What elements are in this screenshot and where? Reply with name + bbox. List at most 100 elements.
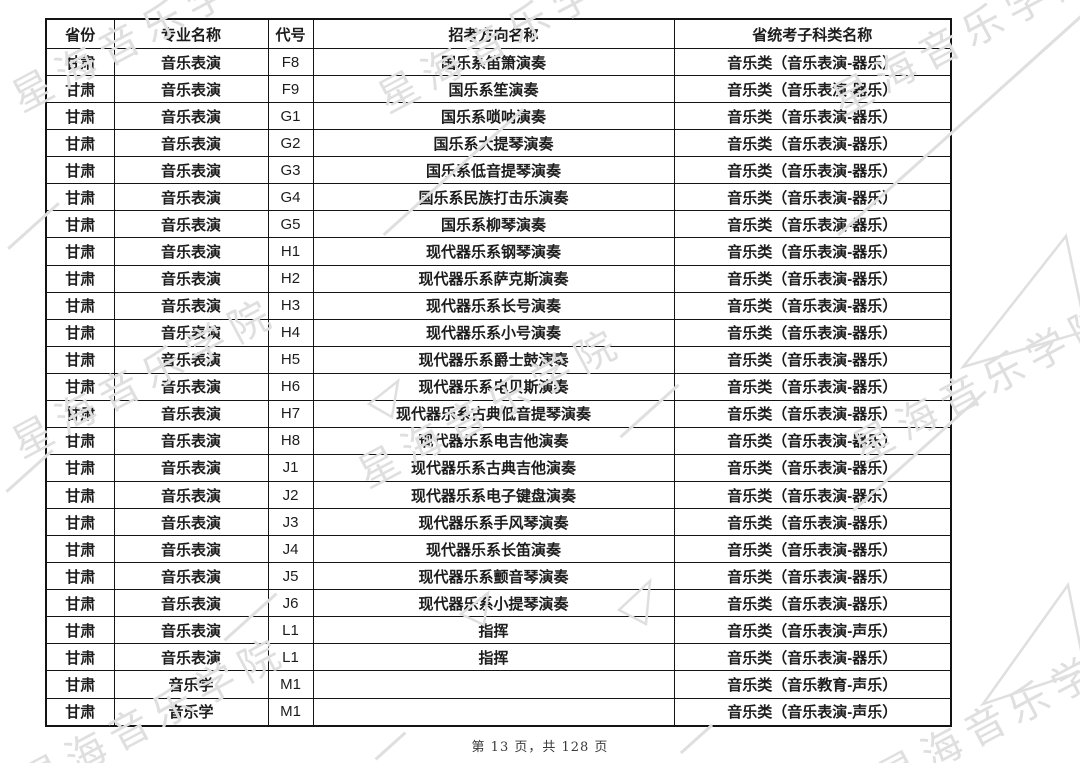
table-cell: 现代器乐系爵士鼓演奏 (312, 345, 675, 374)
table-cell: 音乐表演 (113, 616, 269, 645)
table-row: 甘肃 音乐表演 J2 现代器乐系电子键盘演奏 音乐类（音乐表演-器乐） (45, 480, 952, 510)
table-cell: 国乐系唢呐演奏 (312, 102, 675, 131)
table-cell: 甘肃 (45, 589, 115, 618)
table-cell: J5 (267, 562, 314, 591)
table-cell: 音乐表演 (113, 535, 269, 564)
table-cell: 现代器乐系颤音琴演奏 (312, 562, 675, 591)
table-row: 甘肃 音乐表演 G3 国乐系低音提琴演奏 音乐类（音乐表演-器乐） (45, 156, 952, 185)
table-cell: 音乐类（音乐表演-器乐） (673, 318, 952, 347)
table-cell: H3 (267, 291, 314, 320)
table-row: 甘肃 音乐表演 F8 国乐系笛箫演奏 音乐类（音乐表演-器乐） (45, 47, 952, 77)
table-row: 甘肃 音乐表演 J4 现代器乐系长笛演奏 音乐类（音乐表演-器乐） (45, 535, 952, 564)
table-header-row: 省份 专业名称 代号 招考方向名称 省统考子科类名称 (45, 18, 952, 49)
table-cell: 现代器乐系电贝斯演奏 (312, 372, 675, 401)
table-cell: 音乐表演 (113, 102, 269, 131)
table-cell: M1 (267, 697, 314, 727)
table-cell: 国乐系笙演奏 (312, 75, 675, 104)
table-cell: L1 (267, 616, 314, 645)
table-body: 甘肃 音乐表演 F8 国乐系笛箫演奏 音乐类（音乐表演-器乐） 甘肃 音乐表演 F9 国乐系笙演… (45, 47, 952, 727)
column-header: 招考方向名称 (312, 18, 675, 49)
table-cell: 甘肃 (45, 237, 115, 266)
table-cell: 甘肃 (45, 616, 115, 645)
table-row: 甘肃 音乐表演 J3 现代器乐系手风琴演奏 音乐类（音乐表演-器乐） (45, 508, 952, 537)
table-cell: J3 (267, 508, 314, 537)
table-cell: J2 (267, 480, 314, 510)
page-number: 第 13 页，共 128 页 (471, 740, 609, 755)
table-cell: 甘肃 (45, 210, 115, 239)
table-cell: H5 (267, 345, 314, 374)
table-cell: 甘肃 (45, 697, 115, 727)
table-cell (312, 697, 675, 727)
table-cell: 音乐类（音乐教育-声乐） (673, 670, 952, 699)
table-cell: 音乐类（音乐表演-器乐） (673, 237, 952, 266)
table-cell: 音乐类（音乐表演-器乐） (673, 562, 952, 591)
table-cell: 音乐表演 (113, 129, 269, 158)
table-cell: L1 (267, 643, 314, 672)
table-row: 甘肃 音乐表演 H6 现代器乐系电贝斯演奏 音乐类（音乐表演-器乐） (45, 372, 952, 401)
table-cell: 音乐表演 (113, 508, 269, 537)
table-cell: 音乐类（音乐表演-器乐） (673, 47, 952, 77)
table-row: 甘肃 音乐表演 F9 国乐系笙演奏 音乐类（音乐表演-器乐） (45, 75, 952, 104)
table-cell: 音乐学 (113, 697, 269, 727)
table-cell: 音乐类（音乐表演-器乐） (673, 453, 952, 483)
table-cell: 音乐表演 (113, 589, 269, 618)
table-cell: 音乐类（音乐表演-器乐） (673, 210, 952, 239)
table-row: 甘肃 音乐表演 G5 国乐系柳琴演奏 音乐类（音乐表演-器乐） (45, 210, 952, 239)
table-row: 甘肃 音乐学 M1 音乐类（音乐教育-声乐） (45, 670, 952, 699)
table-cell: 音乐类（音乐表演-器乐） (673, 480, 952, 510)
table-row: 甘肃 音乐学 M1 音乐类（音乐表演-声乐） (45, 697, 952, 727)
table-cell: H1 (267, 237, 314, 266)
table-cell: 指挥 (312, 643, 675, 672)
table-cell: 国乐系低音提琴演奏 (312, 156, 675, 185)
table-cell: 甘肃 (45, 508, 115, 537)
table-cell: 音乐类（音乐表演-器乐） (673, 156, 952, 185)
table-cell: J4 (267, 535, 314, 564)
table-cell: 国乐系民族打击乐演奏 (312, 183, 675, 212)
table-cell: 甘肃 (45, 102, 115, 131)
column-header: 代号 (267, 18, 314, 49)
table-row: 甘肃 音乐表演 H3 现代器乐系长号演奏 音乐类（音乐表演-器乐） (45, 291, 952, 320)
table-cell: M1 (267, 670, 314, 699)
table-cell: 甘肃 (45, 643, 115, 672)
table-cell: 音乐类（音乐表演-器乐） (673, 372, 952, 401)
table-cell: 现代器乐系长号演奏 (312, 291, 675, 320)
table-cell: 音乐类（音乐表演-器乐） (673, 129, 952, 158)
table-row: 甘肃 音乐表演 G2 国乐系大提琴演奏 音乐类（音乐表演-器乐） (45, 129, 952, 158)
table-cell: 音乐类（音乐表演-器乐） (673, 508, 952, 537)
table-row: 甘肃 音乐表演 L1 指挥 音乐类（音乐表演-声乐） (45, 616, 952, 645)
table-cell: 现代器乐系钢琴演奏 (312, 237, 675, 266)
table-cell: 音乐表演 (113, 480, 269, 510)
table-cell: 现代器乐系萨克斯演奏 (312, 264, 675, 293)
table-cell: 甘肃 (45, 535, 115, 564)
table-cell: 甘肃 (45, 480, 115, 510)
table-cell: 甘肃 (45, 372, 115, 401)
table-cell: 音乐学 (113, 670, 269, 699)
table-row: 甘肃 音乐表演 H8 现代器乐系电吉他演奏 音乐类（音乐表演-器乐） (45, 426, 952, 455)
table-cell: 现代器乐系小号演奏 (312, 318, 675, 347)
table-row: 甘肃 音乐表演 J1 现代器乐系古典吉他演奏 音乐类（音乐表演-器乐） (45, 453, 952, 483)
table-cell: 音乐表演 (113, 237, 269, 266)
table-cell: 甘肃 (45, 399, 115, 428)
table-cell: G3 (267, 156, 314, 185)
table-cell: 指挥 (312, 616, 675, 645)
table-cell: G4 (267, 183, 314, 212)
table-cell: 甘肃 (45, 453, 115, 483)
table-cell: 音乐类（音乐表演-器乐） (673, 643, 952, 672)
table-cell: 音乐表演 (113, 156, 269, 185)
table-cell: 音乐表演 (113, 426, 269, 455)
table-cell: 音乐类（音乐表演-器乐） (673, 291, 952, 320)
table-cell: 甘肃 (45, 562, 115, 591)
table-cell: F8 (267, 47, 314, 77)
table-cell: 甘肃 (45, 183, 115, 212)
table-cell: 音乐类（音乐表演-器乐） (673, 399, 952, 428)
table-cell: 甘肃 (45, 426, 115, 455)
table-cell: 甘肃 (45, 318, 115, 347)
table-cell: 音乐表演 (113, 345, 269, 374)
table-cell: 甘肃 (45, 291, 115, 320)
table-row: 甘肃 音乐表演 H2 现代器乐系萨克斯演奏 音乐类（音乐表演-器乐） (45, 264, 952, 293)
table-cell: 音乐表演 (113, 453, 269, 483)
table-cell: 甘肃 (45, 75, 115, 104)
table-cell: 甘肃 (45, 156, 115, 185)
table-cell: 音乐表演 (113, 643, 269, 672)
